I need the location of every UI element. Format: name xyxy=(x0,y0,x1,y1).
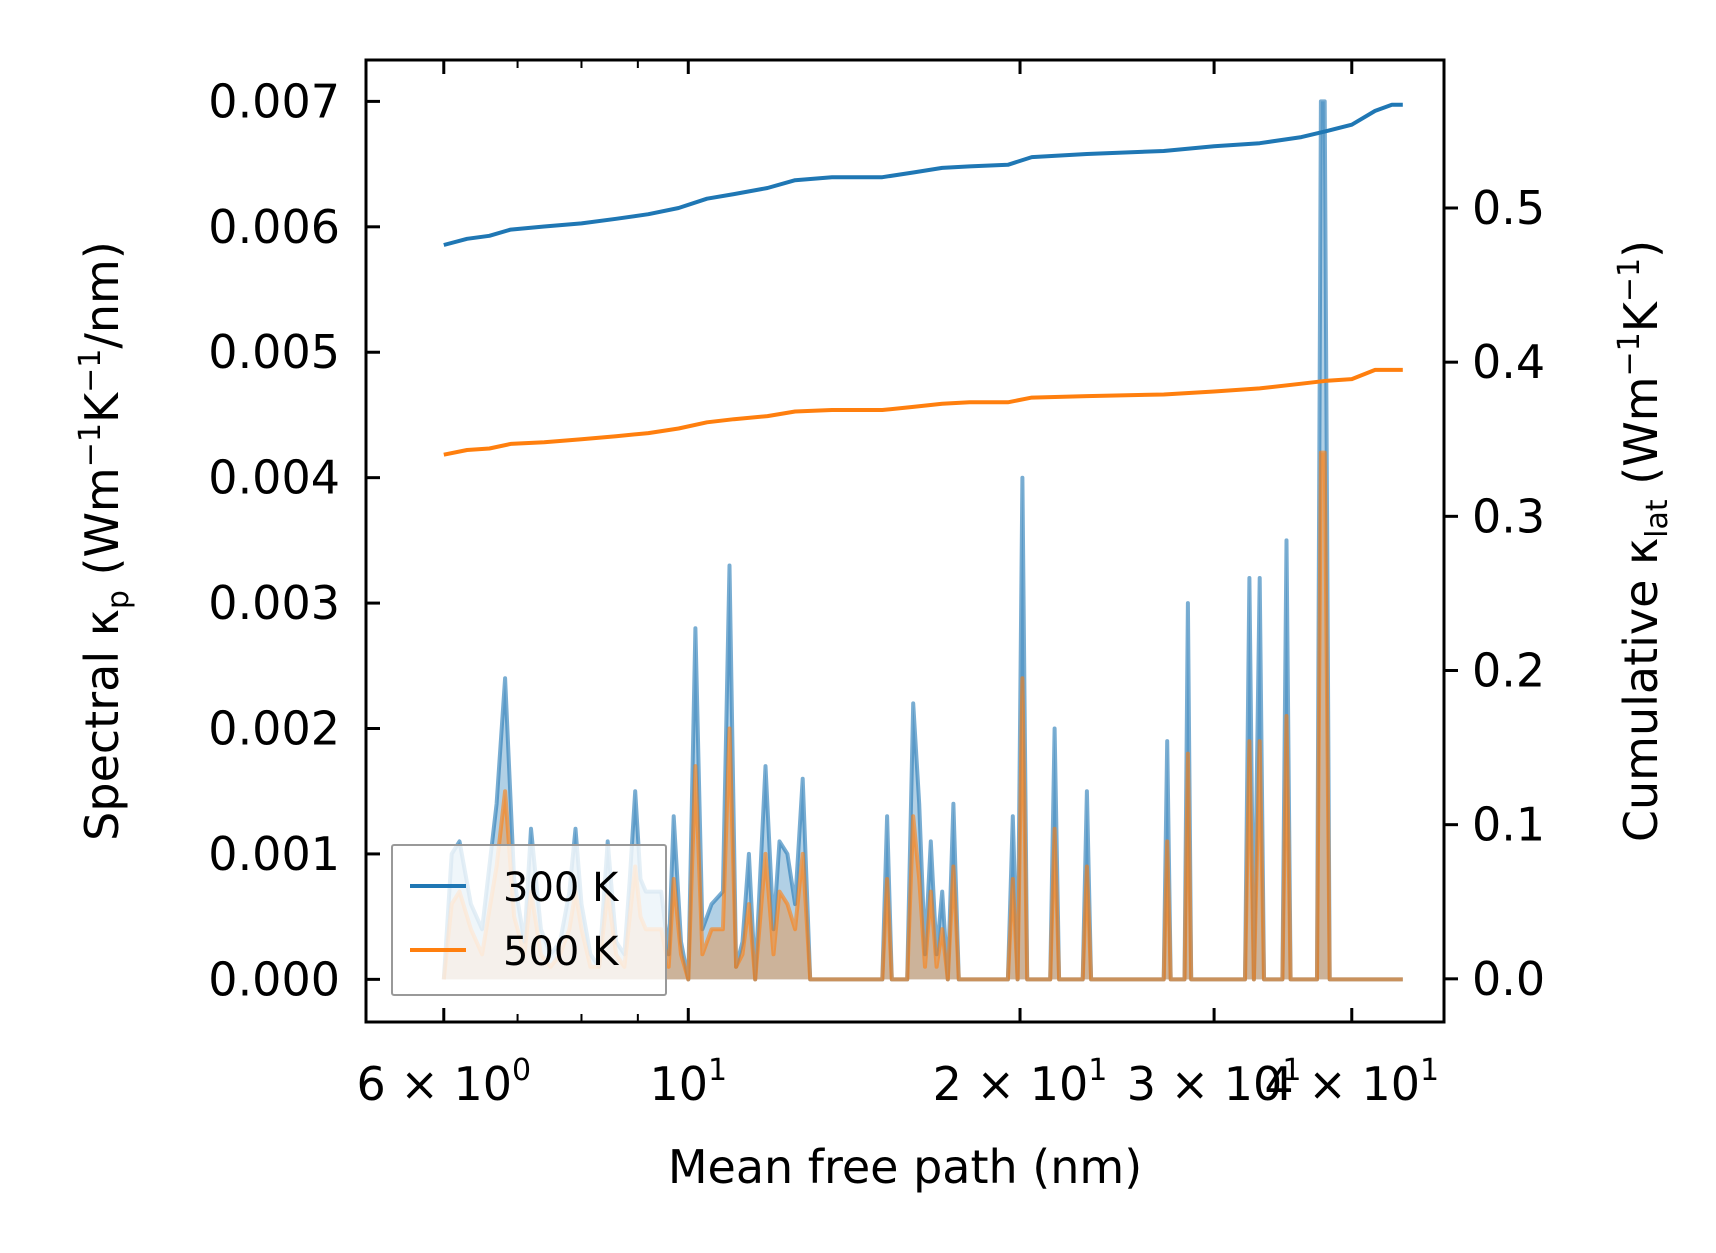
y-left-tick-label: 0.001 xyxy=(208,827,340,881)
y-right-tick-label: 0.3 xyxy=(1472,489,1545,543)
y-left-tick-label: 0.004 xyxy=(208,451,340,505)
y-axis-label-right: Cumulative κlat (Wm−1K−1) xyxy=(1612,240,1675,842)
y-left-tick-label: 0.006 xyxy=(208,200,340,254)
y-axis-label-left: Spectral κp (Wm−1K−1/nm) xyxy=(73,241,136,841)
y-left-tick-label: 0.002 xyxy=(208,702,340,756)
y-right-tick-label: 0.5 xyxy=(1472,181,1545,235)
x-tick-label: 4 × 101 xyxy=(1264,1053,1439,1111)
x-tick-label: 101 xyxy=(649,1053,727,1111)
y-left-tick-label: 0.003 xyxy=(208,576,340,630)
y-left-tick-label: 0.005 xyxy=(208,325,340,379)
cumulative-line-500k xyxy=(443,367,1403,457)
x-tick-label: 3 × 101 xyxy=(1127,1053,1302,1111)
series-lines xyxy=(443,102,1403,457)
y-right-tick-label: 0.0 xyxy=(1472,952,1545,1006)
y-right-tick-label: 0.2 xyxy=(1472,644,1545,698)
y-left-tick-label: 0.000 xyxy=(208,952,340,1006)
x-tick-label: 2 × 101 xyxy=(933,1053,1108,1111)
y-right-tick-label: 0.1 xyxy=(1472,798,1545,852)
x-axis-label: Mean free path (nm) xyxy=(668,1140,1142,1194)
legend-label-500k: 500 K xyxy=(503,929,620,975)
axis-ticks: 0.000 0.001 0.002 0.003 0.004 0.005 0.006 0.007… xyxy=(208,60,1545,1111)
cumulative-line-300k xyxy=(443,102,1403,247)
legend-box xyxy=(391,844,667,996)
legend: 300 K 500 K xyxy=(391,844,667,996)
plot-frame xyxy=(364,58,1446,1024)
y-right-tick-label: 0.4 xyxy=(1472,335,1545,389)
x-tick-label: 6 × 100 xyxy=(356,1053,531,1111)
y-left-tick-label: 0.007 xyxy=(208,74,340,128)
legend-label-300k: 300 K xyxy=(503,865,620,911)
